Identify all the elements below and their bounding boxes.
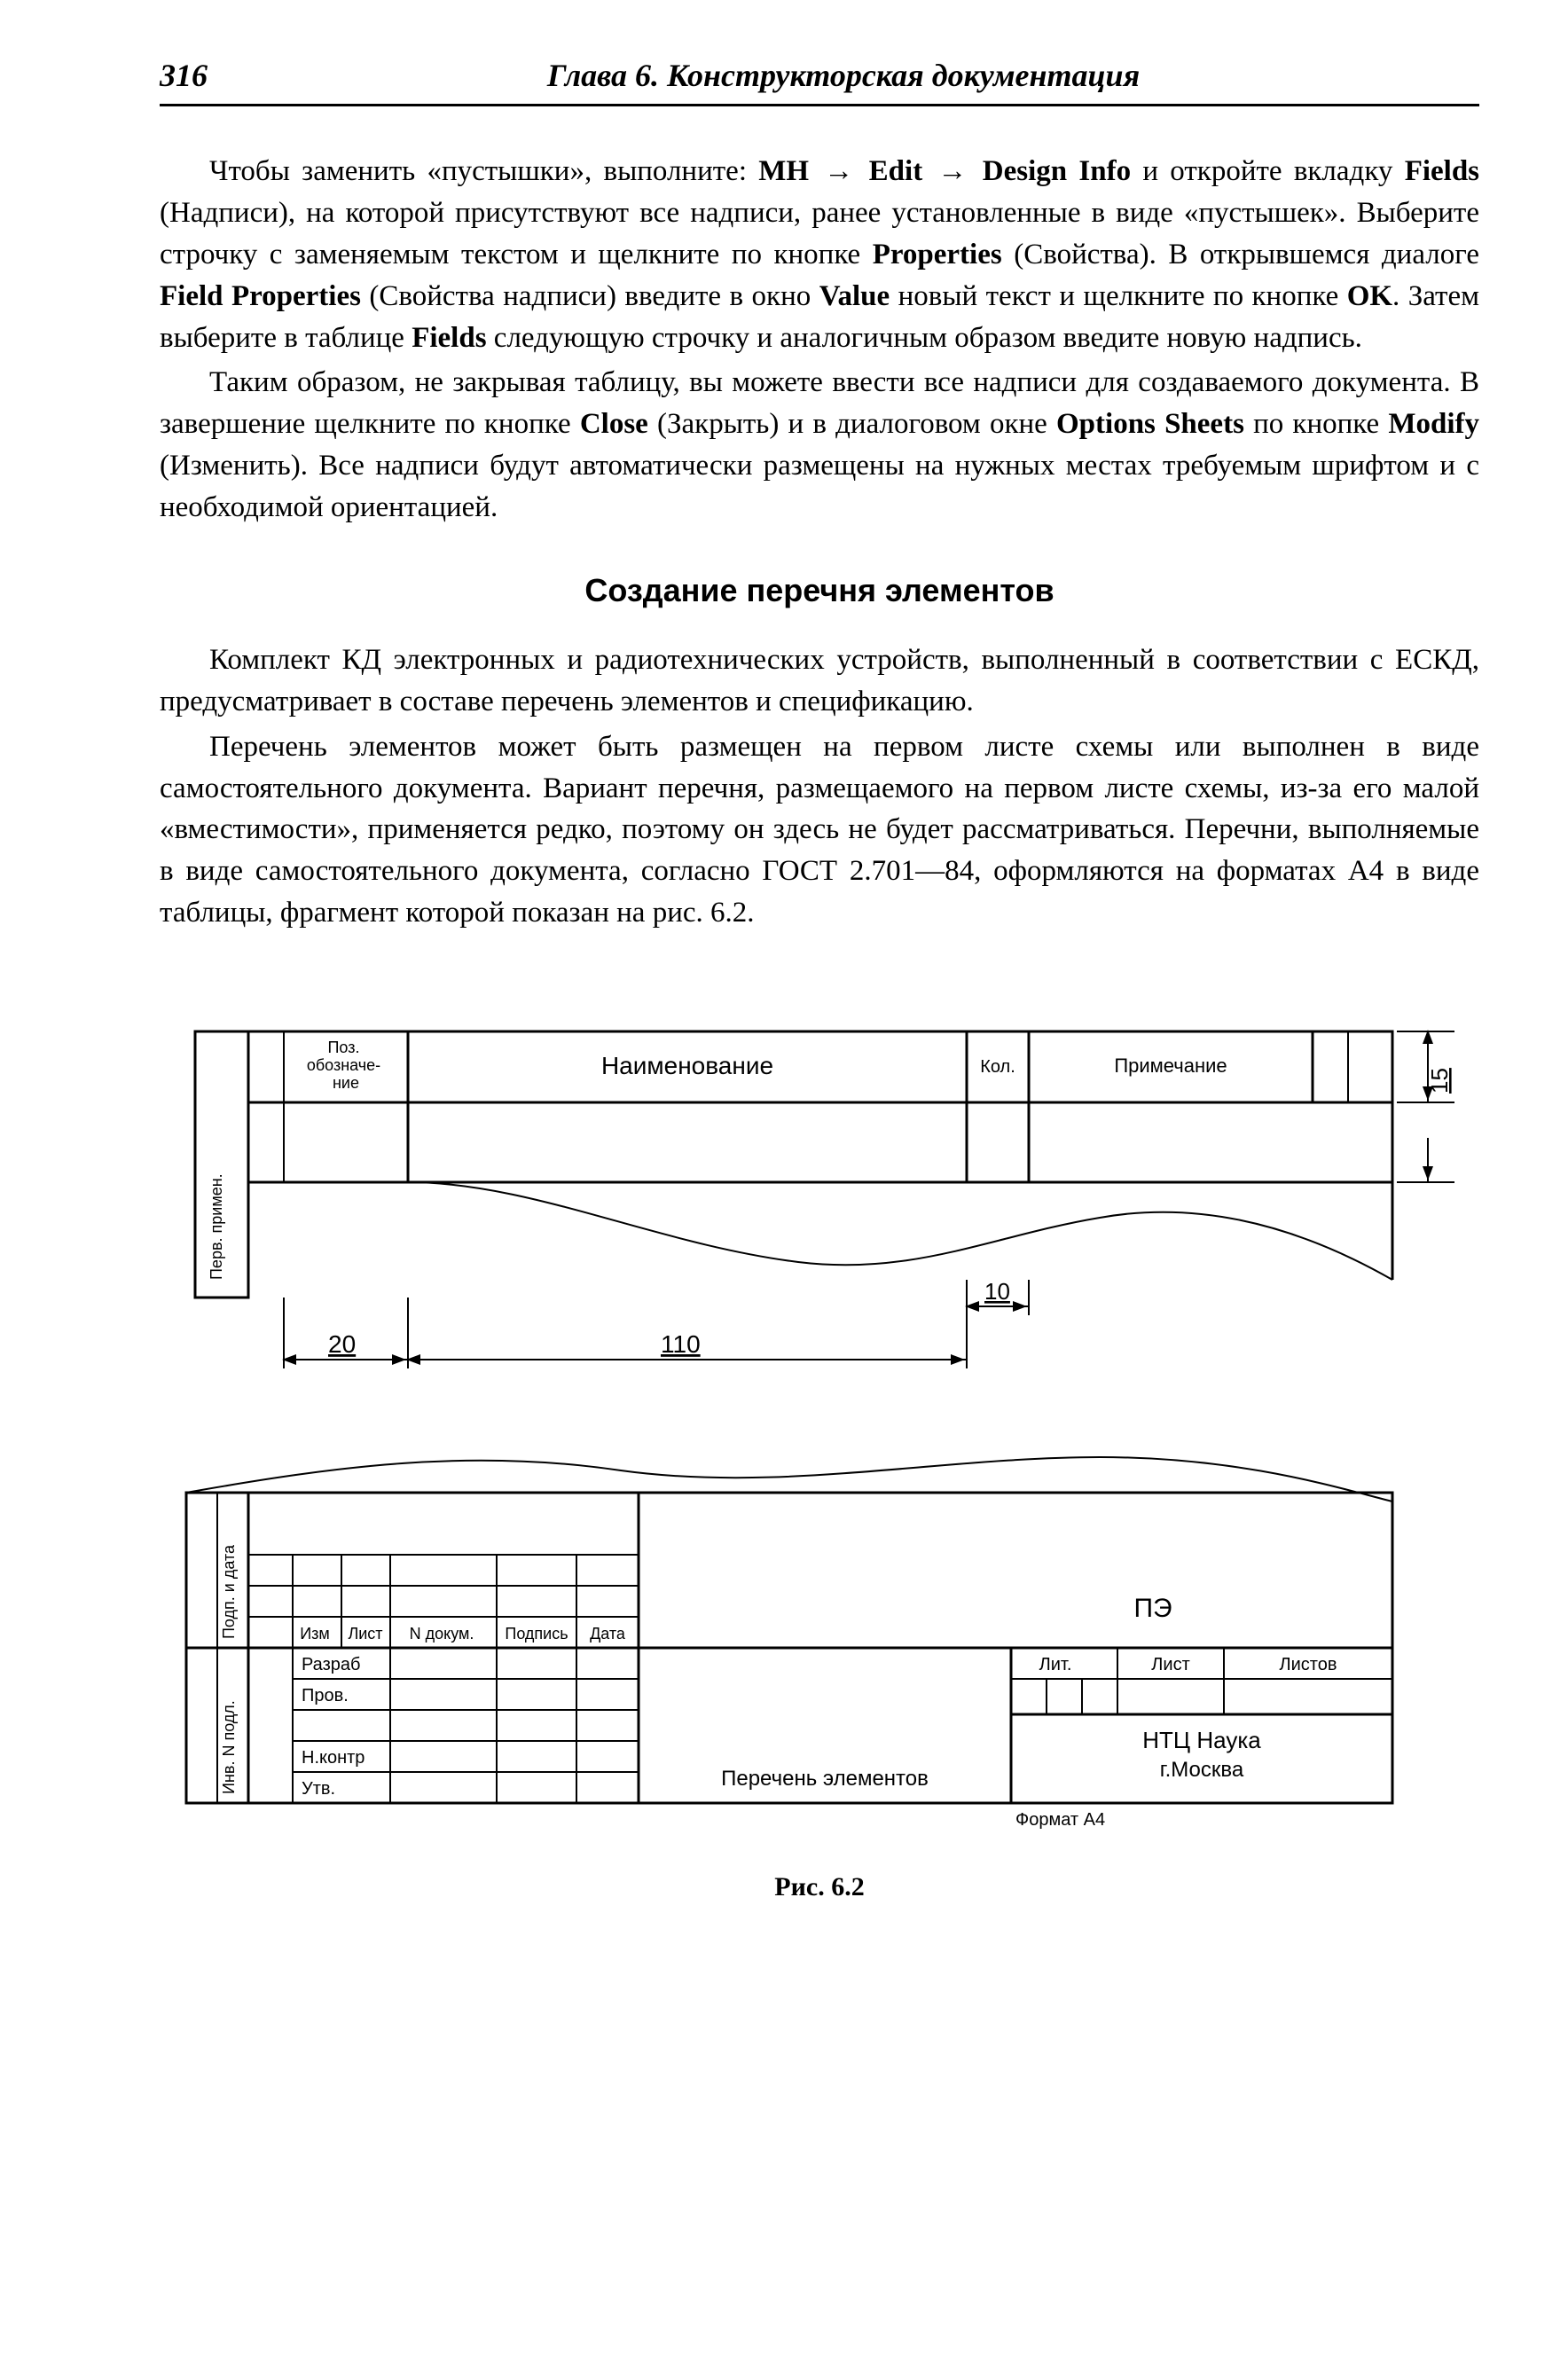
label-org2: г.Москва: [1160, 1758, 1244, 1782]
col-pos-label: Поз. обозначе- ние: [307, 1039, 385, 1092]
text: Чтобы заменить «пустышки», выполните:: [209, 155, 758, 187]
dim-15: 15: [1426, 1068, 1453, 1094]
label-pe: ПЭ: [1133, 1594, 1172, 1623]
text: по кнопке: [1244, 408, 1388, 440]
text: и откройте вкладку: [1131, 155, 1405, 187]
label-lit: Лит.: [1039, 1655, 1072, 1674]
section-heading: Создание перечня элементов: [160, 568, 1479, 613]
chapter-title: Глава 6. Конструкторская документация: [208, 53, 1479, 98]
diagram-svg: Перв. примен. Поз. обозначе- ние Наимено…: [160, 1014, 1490, 1847]
dim-110: 110: [661, 1330, 701, 1358]
tab-fields: Fields: [1405, 155, 1479, 187]
dim-20: 20: [328, 1330, 356, 1358]
row-razrab: Разраб: [302, 1655, 360, 1674]
menu-mh: MH: [758, 155, 809, 187]
button-close: Close: [580, 408, 648, 440]
arrow-icon: →: [809, 155, 869, 187]
menu-edit: Edit: [869, 155, 923, 187]
button-properties: Properties: [873, 239, 1002, 270]
label-listov: Листов: [1280, 1655, 1337, 1674]
hdr-date: Дата: [590, 1625, 626, 1643]
text: (Свойства надписи) введите в окно: [361, 280, 819, 312]
side-label-perv-primen: Перв. примен.: [208, 1173, 225, 1280]
figure-6-2: Перв. примен. Поз. обозначе- ние Наимено…: [160, 1014, 1479, 1907]
button-modify: Modify: [1388, 408, 1479, 440]
paragraph-3: Комплект КД электронных и радиотехническ…: [160, 639, 1479, 723]
page-header: 316 Глава 6. Конструкторская документаци…: [160, 53, 1479, 106]
bottom-title-block: Подп. и дата Инв. N подл.: [186, 1457, 1392, 1830]
row-prov: Пров.: [302, 1686, 349, 1705]
paragraph-4: Перечень элементов может быть размещен н…: [160, 726, 1479, 934]
col-note-label: Примечание: [1114, 1055, 1227, 1077]
button-ok: OK: [1347, 280, 1392, 312]
label-format: Формат А4: [1015, 1810, 1105, 1830]
side-podp-data: Подп. и дата: [220, 1544, 238, 1639]
hdr-sign: Подпись: [505, 1625, 568, 1643]
text: следующую строчку и аналогичным образом …: [487, 322, 1362, 354]
dialog-options-sheets: Options Sheets: [1056, 408, 1244, 440]
col-name-label: Наименование: [601, 1052, 773, 1079]
hdr-ndoc: N докум.: [410, 1625, 474, 1643]
table-fields: Fields: [412, 322, 486, 354]
menu-design-info: Design Info: [983, 155, 1131, 187]
field-value: Value: [819, 280, 890, 312]
text: (Закрыть) и в диалоговом окне: [648, 408, 1056, 440]
label-org1: НТЦ Наука: [1142, 1727, 1261, 1753]
top-table: Перв. примен. Поз. обозначе- ние Наимено…: [195, 1031, 1454, 1368]
hdr-list: Лист: [348, 1625, 382, 1643]
dialog-field-properties: Field Properties: [160, 280, 361, 312]
label-list: Лист: [1151, 1655, 1189, 1674]
page-number: 316: [160, 53, 208, 98]
figure-caption: Рис. 6.2: [160, 1869, 1479, 1907]
dim-10: 10: [984, 1278, 1010, 1305]
text: (Свойства). В открывшемся диалоге: [1002, 239, 1479, 270]
side-inv-podl: Инв. N подл.: [220, 1700, 238, 1794]
row-nkontr: Н.контр: [302, 1748, 365, 1768]
text: новый текст и щелкните по кнопке: [890, 280, 1347, 312]
label-center: Перечень элементов: [721, 1767, 929, 1791]
paragraph-2: Таким образом, не закрывая таблицу, вы м…: [160, 362, 1479, 528]
hdr-izm: Изм: [300, 1625, 330, 1643]
col-qty-label: Кол.: [980, 1057, 1015, 1077]
arrow-icon: →: [922, 155, 983, 187]
text: (Изменить). Все надписи будут автоматиче…: [160, 450, 1479, 523]
row-utv: Утв.: [302, 1779, 335, 1799]
paragraph-1: Чтобы заменить «пустышки», выполните: MH…: [160, 151, 1479, 358]
